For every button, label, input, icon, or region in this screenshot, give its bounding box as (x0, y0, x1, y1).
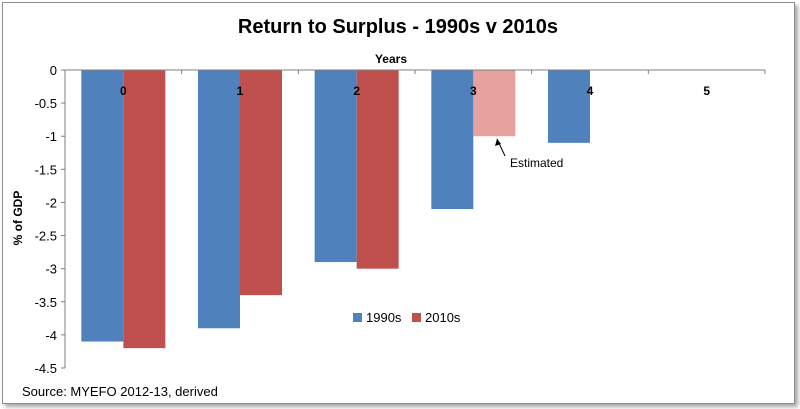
annotation-arrow-head (495, 139, 501, 146)
y-axis-label: % of GDP (11, 191, 25, 246)
y-tick-label: -3.5 (35, 295, 57, 310)
bar-1990s-year-1 (198, 70, 240, 329)
bar-1990s-year-3 (431, 70, 474, 210)
y-tick-label: -2 (45, 195, 57, 210)
bar-1990s-year-0 (81, 70, 124, 342)
category-labels: 0 1 2 3 4 5 (120, 84, 710, 98)
y-tick-label: -1.5 (35, 162, 57, 177)
bar-2010s-year-0 (123, 70, 166, 349)
y-tick-label: -4.5 (35, 361, 57, 376)
category-label-4: 4 (587, 84, 594, 98)
category-label-0: 0 (120, 84, 127, 98)
y-tick-label: -4 (45, 328, 57, 343)
bar-1990s-year-2 (314, 70, 357, 263)
y-tick-label: 0 (50, 63, 57, 78)
y-tick-label: -1 (45, 129, 57, 144)
category-label-2: 2 (353, 84, 360, 98)
legend-label-2010s: 2010s (425, 310, 461, 325)
annotation-estimated: Estimated (510, 156, 563, 170)
legend: 1990s 2010s (353, 310, 461, 325)
y-tick-label: -3 (45, 262, 57, 277)
source-note: Source: MYEFO 2012-13, derived (22, 384, 218, 399)
annotation-group: Estimated (495, 138, 563, 170)
y-tick-label: -2.5 (35, 229, 57, 244)
category-label-1: 1 (237, 84, 244, 98)
bar-2010s-year-2 (356, 70, 399, 269)
bar-2010s-year-1 (240, 70, 282, 296)
axes-group: 0 -0.5 -1 -1.5 -2 -2.5 -3 -3.5 -4 -4.5 (35, 63, 766, 376)
category-label-5: 5 (703, 84, 710, 98)
legend-label-1990s: 1990s (366, 310, 402, 325)
category-label-3: 3 (470, 84, 477, 98)
bar-2010s-year-3 (473, 70, 516, 137)
x-axis-label: Years (375, 52, 407, 66)
legend-swatch-2010s (412, 313, 421, 322)
legend-swatch-1990s (353, 313, 362, 322)
bar-1990s-year-4 (548, 70, 590, 143)
bars-group (81, 70, 590, 349)
y-tick-label: -0.5 (35, 96, 57, 111)
chart-title: Return to Surplus - 1990s v 2010s (238, 16, 558, 38)
